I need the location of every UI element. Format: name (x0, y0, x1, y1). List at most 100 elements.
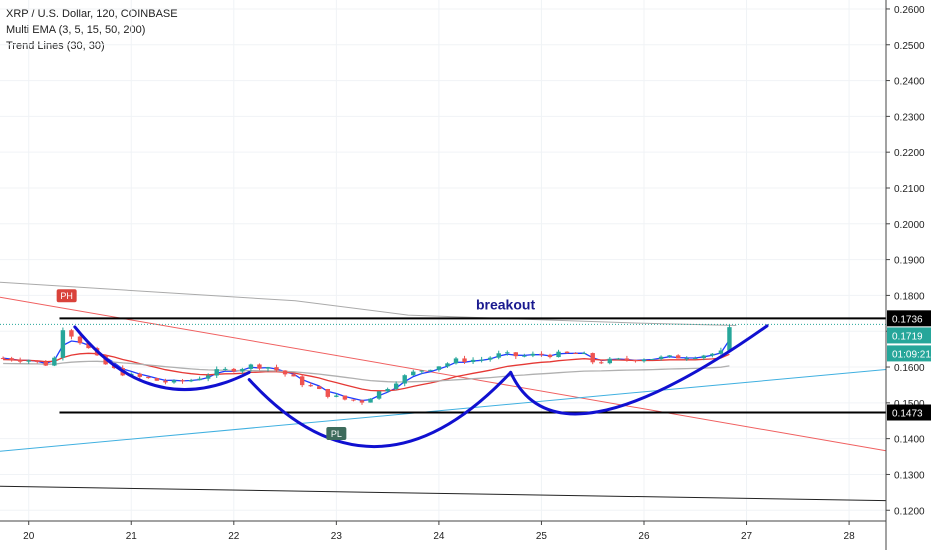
candle[interactable] (445, 363, 450, 367)
candle[interactable] (240, 368, 245, 372)
candle[interactable] (539, 353, 544, 355)
candle[interactable] (658, 356, 664, 360)
candle[interactable] (376, 391, 382, 399)
candle[interactable] (257, 364, 262, 369)
candle[interactable] (317, 386, 322, 390)
pivot-low-marker[interactable] (326, 426, 347, 440)
candle[interactable] (351, 399, 356, 401)
candle[interactable] (197, 378, 202, 381)
candle[interactable] (718, 350, 724, 354)
y-tick-label: 0.2000 (894, 220, 925, 231)
candle[interactable] (52, 357, 57, 366)
candle[interactable] (308, 385, 313, 387)
candle[interactable] (171, 380, 177, 383)
candle[interactable] (701, 355, 707, 359)
candle[interactable] (69, 330, 74, 337)
candle[interactable] (60, 330, 66, 358)
candle[interactable] (641, 359, 647, 362)
candle[interactable] (402, 375, 407, 384)
arc-left-shoulder[interactable] (73, 325, 251, 392)
candle[interactable] (650, 359, 655, 361)
candle[interactable] (0, 358, 6, 360)
candle[interactable] (513, 352, 519, 357)
arc-head[interactable] (247, 370, 513, 449)
candle[interactable] (35, 360, 40, 362)
candle[interactable] (223, 368, 228, 370)
candle[interactable] (496, 353, 501, 358)
candle[interactable] (291, 374, 296, 377)
arc-right-shoulder[interactable] (509, 324, 769, 416)
candle[interactable] (43, 361, 49, 366)
candle[interactable] (248, 364, 254, 369)
candle[interactable] (522, 355, 527, 357)
candle[interactable] (9, 358, 14, 361)
trendlines-indicator-label[interactable]: Trend Lines (30, 30) (6, 40, 105, 52)
candle[interactable] (325, 389, 331, 397)
ema-indicator-label[interactable]: Multi EMA (3, 5, 15, 50, 200) (6, 24, 146, 36)
symbol-title[interactable]: XRP / U.S. Dollar, 120, COINBASE (6, 8, 178, 20)
candle[interactable] (693, 358, 698, 360)
candle[interactable] (282, 370, 288, 375)
candle[interactable] (359, 400, 365, 403)
candle[interactable] (684, 358, 689, 360)
candle[interactable] (727, 327, 732, 351)
candle[interactable] (214, 369, 219, 376)
trend-line-lower[interactable] (0, 485, 887, 502)
y-tick-label: 0.2200 (894, 148, 925, 159)
candle[interactable] (624, 358, 630, 361)
candle[interactable] (188, 380, 194, 382)
candle[interactable] (573, 353, 578, 355)
candle[interactable] (180, 380, 185, 382)
trend-line-ascending[interactable] (0, 369, 887, 452)
candle[interactable] (556, 351, 561, 358)
candle[interactable] (393, 383, 399, 389)
candle[interactable] (547, 354, 553, 358)
candle[interactable] (590, 353, 595, 363)
candle[interactable] (163, 380, 168, 383)
candle[interactable] (419, 370, 425, 372)
candle[interactable] (487, 357, 493, 360)
candle[interactable] (137, 373, 143, 377)
candle[interactable] (599, 362, 604, 364)
candle[interactable] (146, 376, 151, 379)
ema-slow-line (3, 360, 730, 383)
x-tick-label: 23 (331, 531, 343, 542)
trend-line-upper[interactable] (0, 281, 737, 326)
candle[interactable] (154, 378, 160, 381)
candle[interactable] (86, 343, 91, 349)
candle[interactable] (334, 395, 339, 397)
candle[interactable] (453, 358, 459, 364)
candle[interactable] (265, 367, 271, 369)
candle[interactable] (462, 358, 467, 363)
candle[interactable] (385, 388, 390, 392)
trend-line-descending[interactable] (0, 296, 887, 452)
candle[interactable] (470, 359, 476, 363)
candle[interactable] (17, 360, 23, 362)
candle[interactable] (479, 359, 484, 361)
candle[interactable] (633, 360, 638, 362)
candle[interactable] (231, 368, 237, 372)
candle[interactable] (368, 398, 373, 403)
candle[interactable] (436, 366, 442, 370)
candle[interactable] (667, 355, 672, 357)
trend-lines (0, 281, 887, 502)
candle[interactable] (342, 395, 348, 400)
candle[interactable] (564, 351, 570, 354)
candle[interactable] (77, 336, 83, 344)
candle[interactable] (616, 358, 621, 360)
candle[interactable] (299, 376, 305, 386)
candle[interactable] (710, 353, 715, 356)
candle[interactable] (505, 352, 510, 354)
candle[interactable] (274, 367, 279, 371)
pivot-high-marker[interactable] (56, 289, 77, 303)
candle[interactable] (530, 353, 536, 356)
candle[interactable] (411, 371, 416, 376)
candle[interactable] (26, 360, 31, 362)
pivot-low-label: PL (331, 429, 342, 439)
candle[interactable] (428, 369, 433, 371)
candle[interactable] (675, 355, 681, 359)
candle[interactable] (581, 353, 587, 355)
candle[interactable] (607, 358, 613, 364)
candle[interactable] (205, 375, 211, 379)
